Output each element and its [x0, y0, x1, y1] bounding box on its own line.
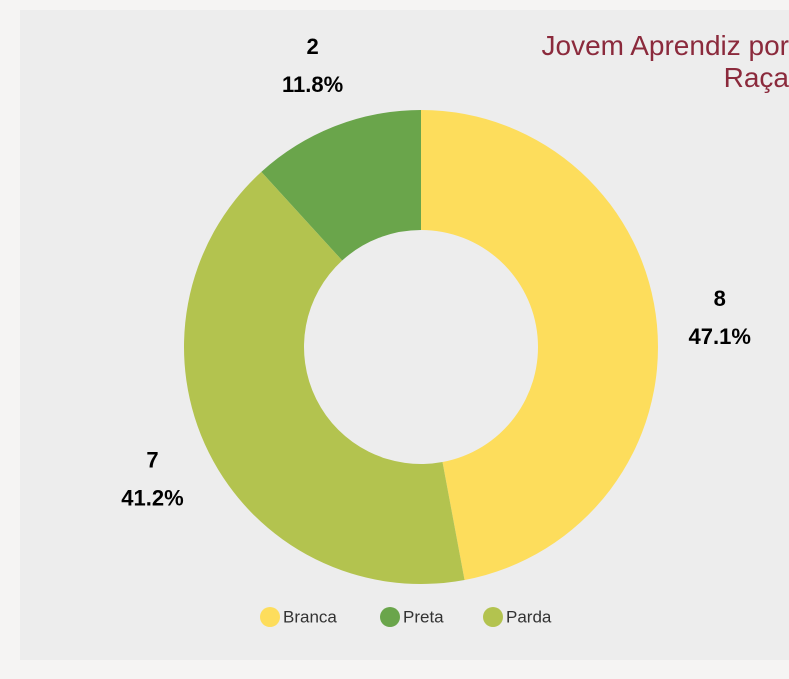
data-label-percent: 41.2% [121, 486, 183, 511]
donut-slice [261, 110, 421, 261]
legend-label: Branca [283, 607, 337, 626]
donut-slice [184, 171, 465, 584]
legend-label: Preta [403, 607, 444, 626]
chart-title: Jovem Aprendiz por Raça [541, 30, 789, 93]
data-label-percent: 47.1% [689, 324, 751, 349]
legend-label: Parda [506, 607, 552, 626]
donut-slice [421, 110, 658, 580]
data-label: 7 [146, 448, 158, 473]
data-label: 8 [714, 286, 726, 311]
legend-swatch [483, 607, 503, 627]
legend-swatch [380, 607, 400, 627]
data-label: 2 [307, 34, 319, 59]
data-label-percent: 11.8% [282, 72, 343, 97]
legend-swatch [260, 607, 280, 627]
